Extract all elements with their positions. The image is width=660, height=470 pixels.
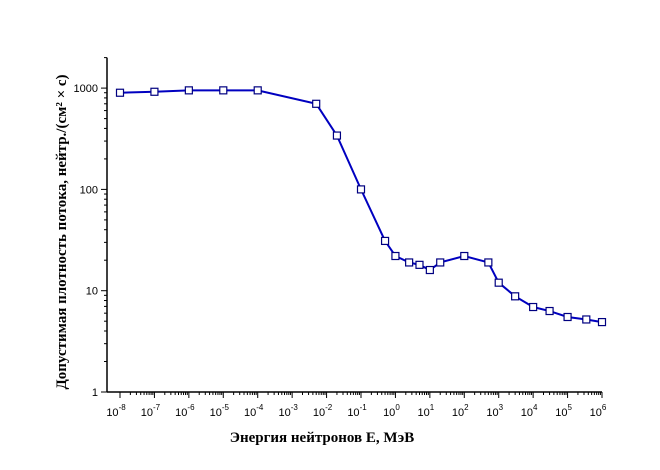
x-tick-label: 104 <box>521 403 538 419</box>
data-point-marker <box>391 251 400 261</box>
data-point-marker <box>405 258 414 267</box>
data-point-marker <box>511 292 520 301</box>
data-point-marker <box>184 86 193 95</box>
x-tick-label: 10-8 <box>106 403 126 419</box>
data-point-marker <box>484 258 493 267</box>
data-point-marker <box>582 315 591 324</box>
x-tick-label: 10-2 <box>313 403 333 419</box>
x-tick-label: 103 <box>486 403 503 419</box>
data-point-marker <box>563 312 572 322</box>
x-tick-label: 100 <box>383 403 400 419</box>
axes: 1 10 100 1000 10-8 10-7 10-6 10-5 10-4 10-3 10-2 10… <box>74 57 607 419</box>
y-tick-label: 100 <box>80 184 98 196</box>
x-tick-label: 106 <box>590 403 607 419</box>
y-axis-label: Допустимая плотность потока, нейтр./(см²… <box>54 74 70 389</box>
data-point-marker <box>529 302 538 312</box>
x-tick-label: 10-1 <box>347 403 367 419</box>
x-tick-label: 10-5 <box>210 403 230 419</box>
x-tick-label: 102 <box>452 403 469 419</box>
data-point-marker <box>150 87 159 96</box>
data-point-marker <box>436 258 445 267</box>
data-point-marker <box>219 86 228 95</box>
data-point-marker <box>415 260 424 269</box>
x-tick-label: 105 <box>555 403 572 419</box>
data-point-marker <box>460 251 469 261</box>
y-tick-label: 10 <box>86 286 98 298</box>
data-point-marker <box>425 265 434 275</box>
x-tick-label: 10-7 <box>141 403 161 419</box>
data-point-marker <box>115 88 125 97</box>
data-point-marker <box>494 278 503 287</box>
data-point-marker <box>597 317 607 327</box>
y-tick-label: 1 <box>92 387 98 399</box>
data-point-marker <box>545 306 554 316</box>
y-tick-label: 1000 <box>74 83 98 95</box>
data-point-marker <box>380 236 390 246</box>
x-tick-label: 10-3 <box>278 403 298 419</box>
data-point-marker <box>253 86 262 95</box>
x-tick-label: 10-4 <box>244 403 264 419</box>
data-point-marker <box>356 185 366 194</box>
x-tick-label: 101 <box>418 403 435 419</box>
x-tick-label: 10-6 <box>175 403 195 419</box>
data-point-marker <box>312 99 321 108</box>
x-axis-label: Энергия нейтронов E, МэВ <box>230 430 414 446</box>
data-point-marker <box>332 131 342 140</box>
series-line-path <box>119 89 603 324</box>
series-line <box>115 86 607 327</box>
